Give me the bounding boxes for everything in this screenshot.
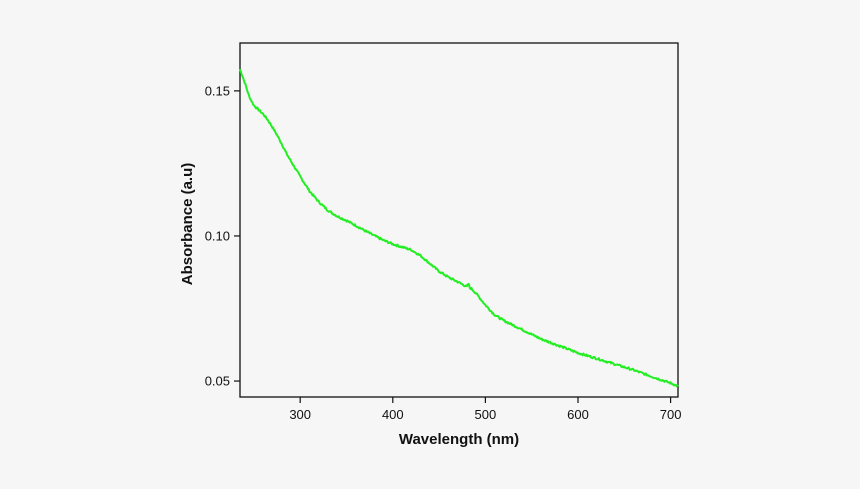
x-tick-label: 700 [660, 407, 682, 422]
plot-frame [239, 42, 679, 398]
x-tick-label: 500 [475, 407, 497, 422]
axis-ticks: 300 400 500 600 700 0.05 0.10 0.15 [205, 83, 682, 422]
x-tick-label: 300 [289, 407, 311, 422]
x-tick-label: 600 [567, 407, 589, 422]
y-axis-title: Absorbance (a.u) [179, 163, 196, 286]
y-tick-label: 0.15 [205, 83, 230, 98]
x-tick-label: 400 [382, 407, 404, 422]
y-tick-label: 0.05 [205, 374, 230, 389]
absorbance-line [239, 68, 679, 388]
y-tick-label: 0.10 [205, 228, 230, 243]
x-axis-title: Wavelength (nm) [399, 431, 519, 448]
